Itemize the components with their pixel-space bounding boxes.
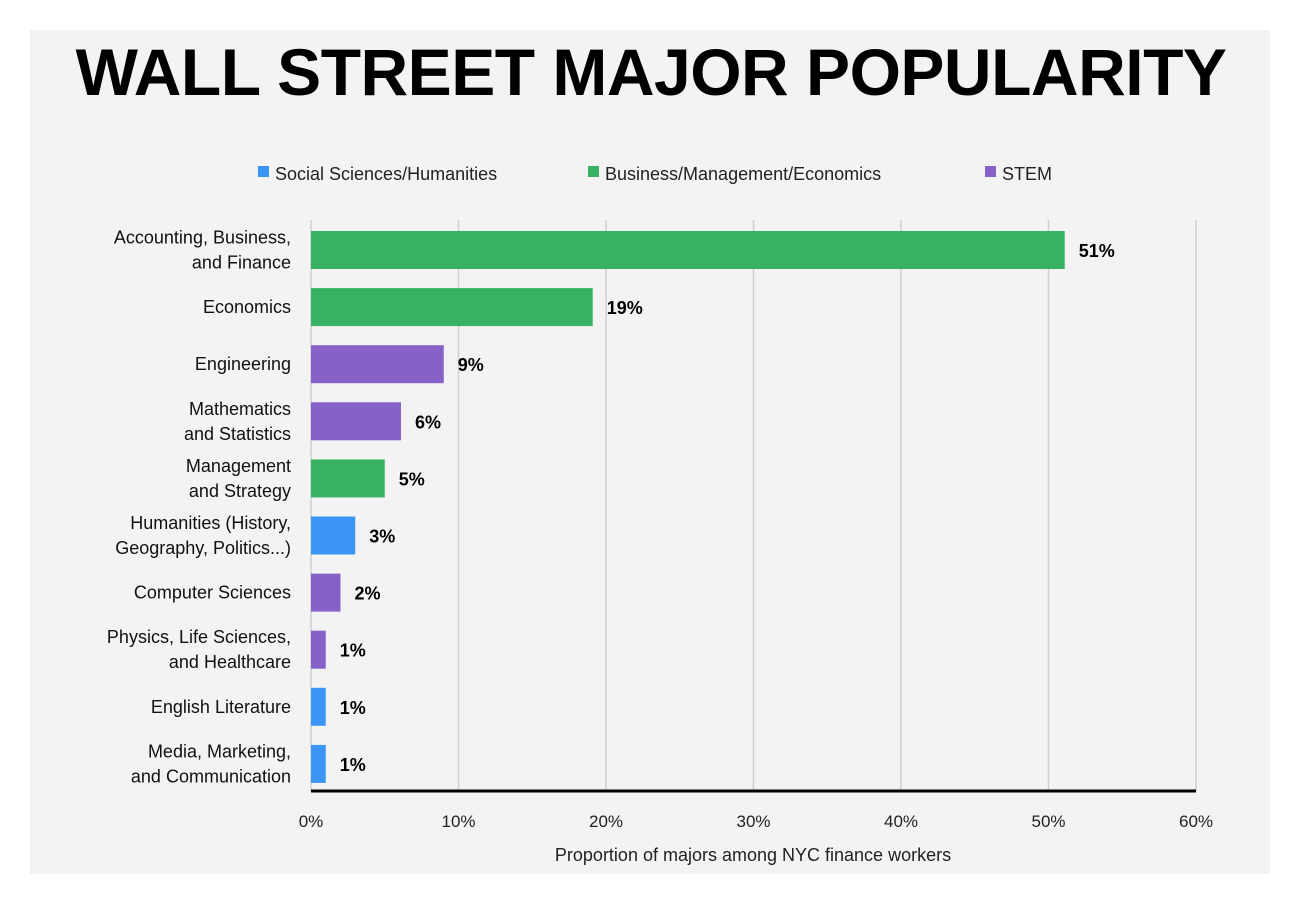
data-label: 1% [340,641,366,661]
category-label: Physics, Life Sciences, [107,627,291,647]
category-label: and Finance [192,253,291,273]
data-label: 5% [399,469,425,489]
category-label: Geography, Politics...) [115,538,291,558]
bars [311,231,1065,783]
legend-swatch [588,166,599,177]
data-label: 51% [1079,241,1115,261]
legend: Social Sciences/Humanities Business/Manag… [258,164,1052,184]
legend-swatch [985,166,996,177]
category-label: English Literature [151,697,291,717]
x-tick-label: 20% [589,812,623,831]
category-label: Computer Sciences [134,583,291,603]
bar [311,630,326,669]
x-tick-label: 50% [1031,812,1065,831]
legend-label: STEM [1002,164,1052,184]
legend-item: STEM [985,164,1052,184]
value-labels: 51% 19% 9% 6% 5% 3% 2% 1% 1% 1% [340,241,1115,775]
category-labels: Accounting, Business, and Finance Economic… [107,228,291,787]
bar [311,516,356,555]
bar [311,345,444,384]
chart-card [30,30,1270,874]
data-label: 9% [458,355,484,375]
legend-item: Business/Management/Economics [588,164,881,184]
category-label: Economics [203,297,291,317]
bar [311,744,326,783]
x-tick-label: 40% [884,812,918,831]
x-tick-label: 0% [299,812,324,831]
category-label: and Statistics [184,424,291,444]
x-axis: 0% 10% 20% 30% 40% 50% 60% [299,789,1213,831]
bar [311,687,326,726]
bar [311,459,385,498]
data-label: 19% [607,298,643,318]
legend-item: Social Sciences/Humanities [258,164,497,184]
bar [311,573,341,612]
data-label: 1% [340,755,366,775]
legend-label: Social Sciences/Humanities [275,164,497,184]
x-tick-label: 60% [1179,812,1213,831]
x-tick-label: 10% [441,812,475,831]
category-label: and Communication [131,766,291,786]
legend-swatch [258,166,269,177]
x-tick-label: 30% [736,812,770,831]
category-label: Accounting, Business, [114,228,291,248]
x-axis-title: Proportion of majors among NYC finance w… [555,845,951,865]
legend-label: Business/Management/Economics [605,164,881,184]
category-label: Engineering [195,354,291,374]
data-label: 6% [415,412,441,432]
bar [311,231,1065,269]
category-label: Mathematics [189,399,291,419]
category-label: and Healthcare [169,652,291,672]
chart-title: WALL STREET MAJOR POPULARITY [75,35,1227,109]
bar [311,288,593,327]
category-label: and Strategy [189,481,291,501]
category-label: Humanities (History, [130,513,291,533]
data-label: 3% [369,527,395,547]
data-label: 1% [340,698,366,718]
category-label: Management [186,456,291,476]
bar [311,402,401,441]
data-label: 2% [355,584,381,604]
category-label: Media, Marketing, [148,741,291,761]
